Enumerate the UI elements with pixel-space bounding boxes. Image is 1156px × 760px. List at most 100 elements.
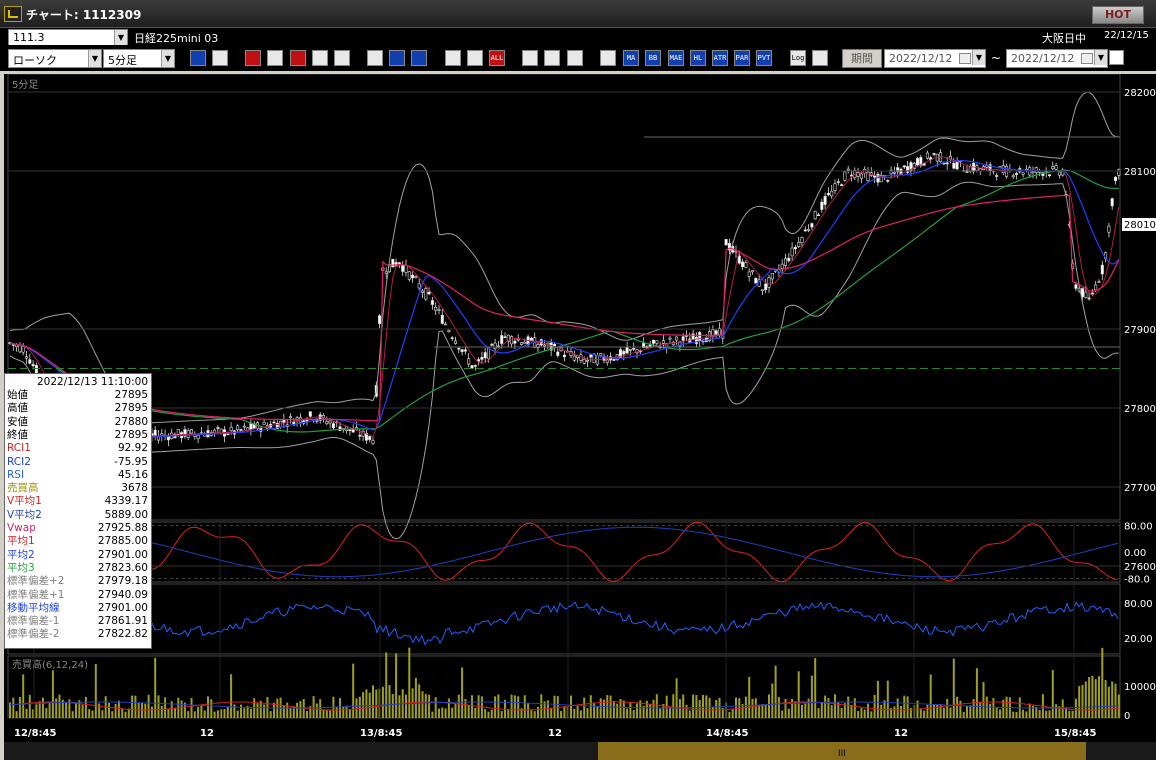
toolbar-undo-icon[interactable] xyxy=(334,50,350,66)
candle xyxy=(1087,297,1091,300)
toolbar-pen-icon[interactable] xyxy=(389,50,405,66)
volume-bar xyxy=(942,707,945,718)
chevron-down-icon[interactable]: ▼ xyxy=(972,50,985,65)
volume-bar xyxy=(342,706,345,718)
toolbar-zoom-icon[interactable] xyxy=(190,50,206,66)
toolbar-Log-icon[interactable] xyxy=(812,50,828,66)
volume-bar xyxy=(573,708,576,718)
toolbar-MAE-icon[interactable]: HL xyxy=(690,50,706,66)
toolbar-sell-icon[interactable]: ALL xyxy=(489,50,505,66)
candle xyxy=(823,196,827,205)
chevron-down-icon[interactable]: ▼ xyxy=(1094,50,1107,65)
toolbar-PAR-icon[interactable]: PVT xyxy=(756,50,772,66)
candle xyxy=(506,334,510,342)
code-combo[interactable]: 111.3 ▼ xyxy=(8,29,128,46)
rsi-panel xyxy=(7,583,1121,655)
info-row: 終値 27895 xyxy=(7,429,148,442)
toolbar-mark-icon[interactable] xyxy=(267,50,283,66)
toolbar-clear-icon[interactable] xyxy=(367,50,383,66)
volume-bar xyxy=(81,704,84,718)
volume-bar xyxy=(65,701,68,718)
volume-bar xyxy=(810,675,813,718)
volume-bar xyxy=(853,698,856,718)
info-row: 標準偏差-1 27861.91 xyxy=(7,615,148,628)
volume-bar xyxy=(962,711,965,718)
volume-bar xyxy=(797,671,800,718)
scrollbar-grip: III xyxy=(838,749,846,759)
volume-bar xyxy=(886,680,889,718)
toolbar-settings-icon[interactable] xyxy=(544,50,560,66)
interval-select[interactable]: 5分足 ▼ xyxy=(103,49,175,68)
volume-bar xyxy=(391,693,394,718)
volume-bar xyxy=(546,700,549,718)
volume-bar xyxy=(847,696,850,718)
volume-bar xyxy=(180,700,183,718)
toolbar-buy-icon[interactable] xyxy=(467,50,483,66)
toolbar-cross-icon[interactable] xyxy=(212,50,228,66)
volume-bar xyxy=(652,699,655,718)
candle xyxy=(444,323,448,326)
volume-bar xyxy=(711,707,714,718)
calendar-icon[interactable] xyxy=(1081,53,1093,64)
volume-bar xyxy=(748,676,751,718)
candle xyxy=(760,289,764,292)
volume-bar xyxy=(319,699,322,718)
instrument-bar: 111.3 ▼ 日経225mini 03 大阪日中 22/12/15 xyxy=(0,28,1156,46)
info-label: 始値 xyxy=(7,389,28,401)
toolbar-trend-icon[interactable] xyxy=(312,50,328,66)
candle xyxy=(1031,171,1035,173)
candle xyxy=(262,421,266,425)
chevron-down-icon[interactable]: ▼ xyxy=(114,30,127,45)
volume-bar xyxy=(345,705,348,718)
candle xyxy=(239,429,243,431)
info-row: RCI1 92.92 xyxy=(7,442,148,455)
candle xyxy=(925,152,929,159)
toolbar-ATR-icon[interactable]: PAR xyxy=(734,50,750,66)
option-checkbox[interactable] xyxy=(1109,50,1124,65)
toolbar-BB-icon[interactable]: MAE xyxy=(668,50,684,66)
info-value: 27822.82 xyxy=(97,628,148,641)
toolbar-compare-icon[interactable] xyxy=(245,50,261,66)
candle xyxy=(447,330,451,332)
hot-button[interactable]: HOT xyxy=(1092,6,1144,24)
toolbar-color-icon[interactable] xyxy=(600,50,616,66)
rci1-line xyxy=(7,521,1118,583)
volume-bar xyxy=(900,705,902,718)
chevron-down-icon[interactable]: ▼ xyxy=(88,50,101,67)
toolbar-MA-icon[interactable]: BB xyxy=(645,50,661,66)
date-to-field[interactable]: 2022/12/12 ▼ xyxy=(1006,49,1108,68)
toolbar-HL-icon[interactable]: ATR xyxy=(712,50,728,66)
volume-bar xyxy=(42,697,44,718)
toolbar-all-icon[interactable] xyxy=(522,50,538,66)
date-from-field[interactable]: 2022/12/12 ▼ xyxy=(884,49,986,68)
volume-bar xyxy=(563,706,566,718)
toolbar-PVT-icon[interactable]: Log xyxy=(790,50,806,66)
chart-type-select[interactable]: ローソク ▼ xyxy=(8,49,102,68)
info-label: 標準偏差+1 xyxy=(7,588,65,601)
chevron-down-icon[interactable]: ▼ xyxy=(161,50,174,67)
candle xyxy=(176,429,180,435)
candle xyxy=(945,162,949,165)
toolbar-tools-icon[interactable] xyxy=(567,50,583,66)
period-button[interactable]: 期間 xyxy=(842,49,882,68)
sma2-line xyxy=(9,159,1120,439)
candle xyxy=(889,169,893,175)
toolbar-tbl-icon[interactable]: MA xyxy=(623,50,639,66)
volume-bar xyxy=(230,674,233,718)
info-row: Vwap 27925.88 xyxy=(7,522,148,535)
volume-bar xyxy=(117,700,120,718)
toolbar-cursor-icon[interactable] xyxy=(411,50,427,66)
toolbar-label-icon[interactable] xyxy=(290,50,306,66)
info-label: RCI2 xyxy=(7,455,31,468)
calendar-icon[interactable] xyxy=(959,53,971,64)
volume-bar xyxy=(903,695,906,718)
candle xyxy=(599,353,603,356)
volume-bar xyxy=(398,695,401,718)
volume-bar xyxy=(830,705,833,718)
volume-bar xyxy=(352,663,355,718)
volume-bar xyxy=(88,709,91,718)
candle xyxy=(434,307,438,311)
info-value: 27925.88 xyxy=(97,522,148,534)
toolbar-pointer-icon[interactable] xyxy=(445,50,461,66)
